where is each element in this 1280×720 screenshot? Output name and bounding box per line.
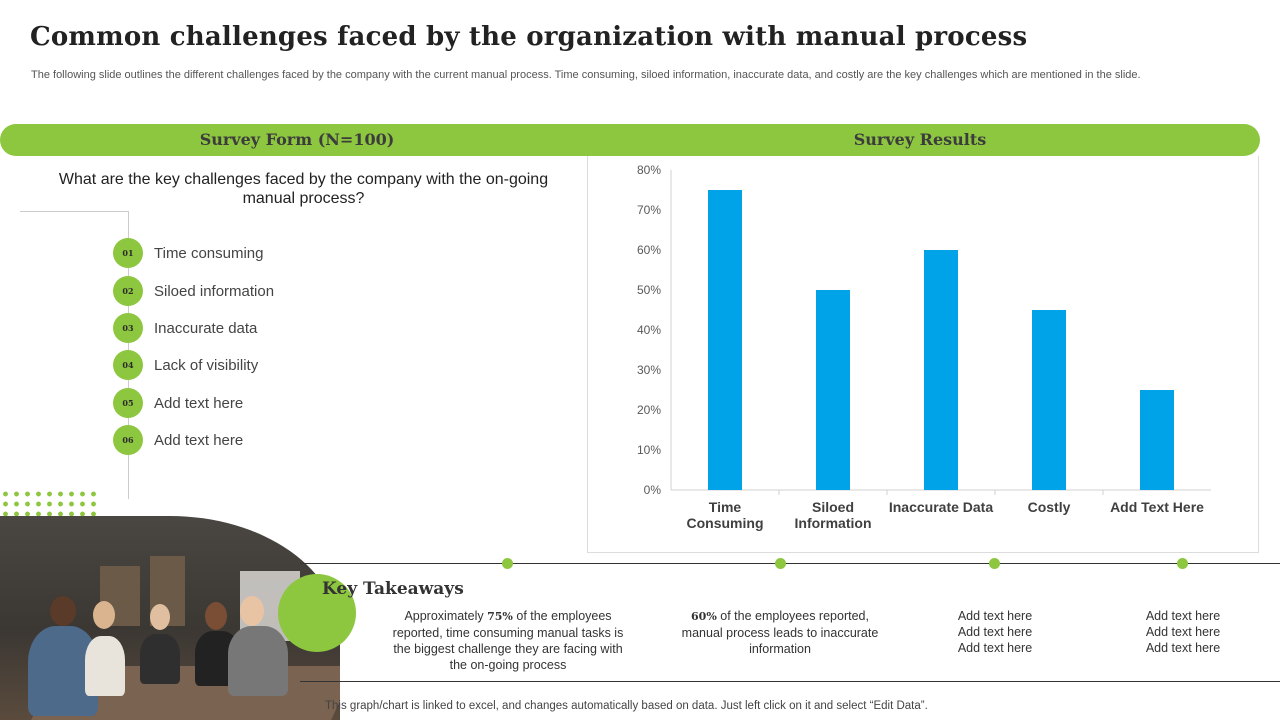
option-label: Lack of visibility [154,356,259,374]
option-item: 04 Lack of visibility [113,350,258,380]
timeline-dot [989,558,1000,569]
section-header-bar: Survey Form (N=100) Survey Results [0,124,1260,156]
option-label: Inaccurate data [154,319,258,337]
survey-form-label: Survey Form (N=100) [199,130,395,149]
footnote: This graph/chart is linked to excel, and… [325,700,928,712]
option-number-badge: 01 [113,238,143,268]
page-title: Common challenges faced by the organizat… [30,22,1028,52]
x-tick-label: Time Consuming [687,499,764,531]
y-tick-label: 10% [637,443,661,457]
option-item: 05 Add text here [113,388,243,418]
takeaway-text-post: of the employees reported, manual proces… [681,609,879,656]
takeaway-text: Add text here Add text here Add text her… [1145,609,1221,655]
option-label: Siloed information [154,282,275,300]
team-meeting-photo [0,516,340,720]
option-number-badge: 04 [113,350,143,380]
x-tick-label: Costly [1028,499,1071,515]
divider [20,211,128,212]
takeaway-text-post: of the employees reported, time consumin… [392,609,624,672]
option-label: Add text here [154,394,244,412]
x-tick-label: Inaccurate Data [889,499,993,515]
x-tick-label: Siloed Information [795,499,872,531]
page-subtitle: The following slide outlines the differe… [31,69,1141,81]
footer-divider [300,681,1280,682]
key-takeaways-title: Key Takeaways [322,579,464,599]
option-item: 01 Time consuming [113,238,263,268]
takeaway-item: Approximately 75% of the employees repor… [388,608,628,673]
takeaway-item: Add text here Add text here Add text her… [1138,608,1228,656]
survey-question: What are the key challenges faced by the… [58,171,549,207]
timeline-dot [775,558,786,569]
bar [708,190,742,490]
option-item: 06 Add text here [113,425,243,455]
option-number-badge: 05 [113,388,143,418]
timeline-line [300,563,1280,564]
y-tick-label: 20% [637,403,661,417]
bar [924,250,958,490]
bar [816,290,850,490]
option-number-badge: 06 [113,425,143,455]
timeline-dot [1177,558,1188,569]
option-item: 02 Siloed information [113,276,274,306]
y-tick-label: 0% [644,483,662,497]
option-label: Add text here [154,431,244,449]
y-tick-label: 50% [637,283,661,297]
takeaway-highlight: 75% [487,610,513,623]
bar [1140,390,1174,490]
y-tick-label: 30% [637,363,661,377]
y-tick-label: 60% [637,243,661,257]
survey-results-label: Survey Results [853,130,987,149]
bar-chart-svg: 0% 10% 20% 30% 40% 50% 60% 70% 80% Time Consuming S… [637,163,1211,531]
timeline-dot [502,558,513,569]
option-label: Time consuming [154,244,264,262]
takeaway-text: Add text here Add text here Add text her… [957,609,1033,655]
y-tick-label: 40% [637,323,661,337]
option-item: 03 Inaccurate data [113,313,257,343]
takeaway-item: 60% of the employees reported, manual pr… [670,608,890,657]
option-number-badge: 03 [113,313,143,343]
y-tick-label: 70% [637,203,661,217]
takeaway-highlight: 60% [691,610,717,623]
takeaway-circle-decoration [278,574,356,652]
x-tick-label: Add Text Here [1110,499,1204,515]
survey-results-chart[interactable]: 0% 10% 20% 30% 40% 50% 60% 70% 80% Time Consuming S… [587,156,1259,553]
option-number-badge: 02 [113,276,143,306]
takeaway-item: Add text here Add text here Add text her… [950,608,1040,656]
y-tick-label: 80% [637,163,661,177]
takeaway-text-pre: Approximately [404,609,488,623]
bar [1032,310,1066,490]
